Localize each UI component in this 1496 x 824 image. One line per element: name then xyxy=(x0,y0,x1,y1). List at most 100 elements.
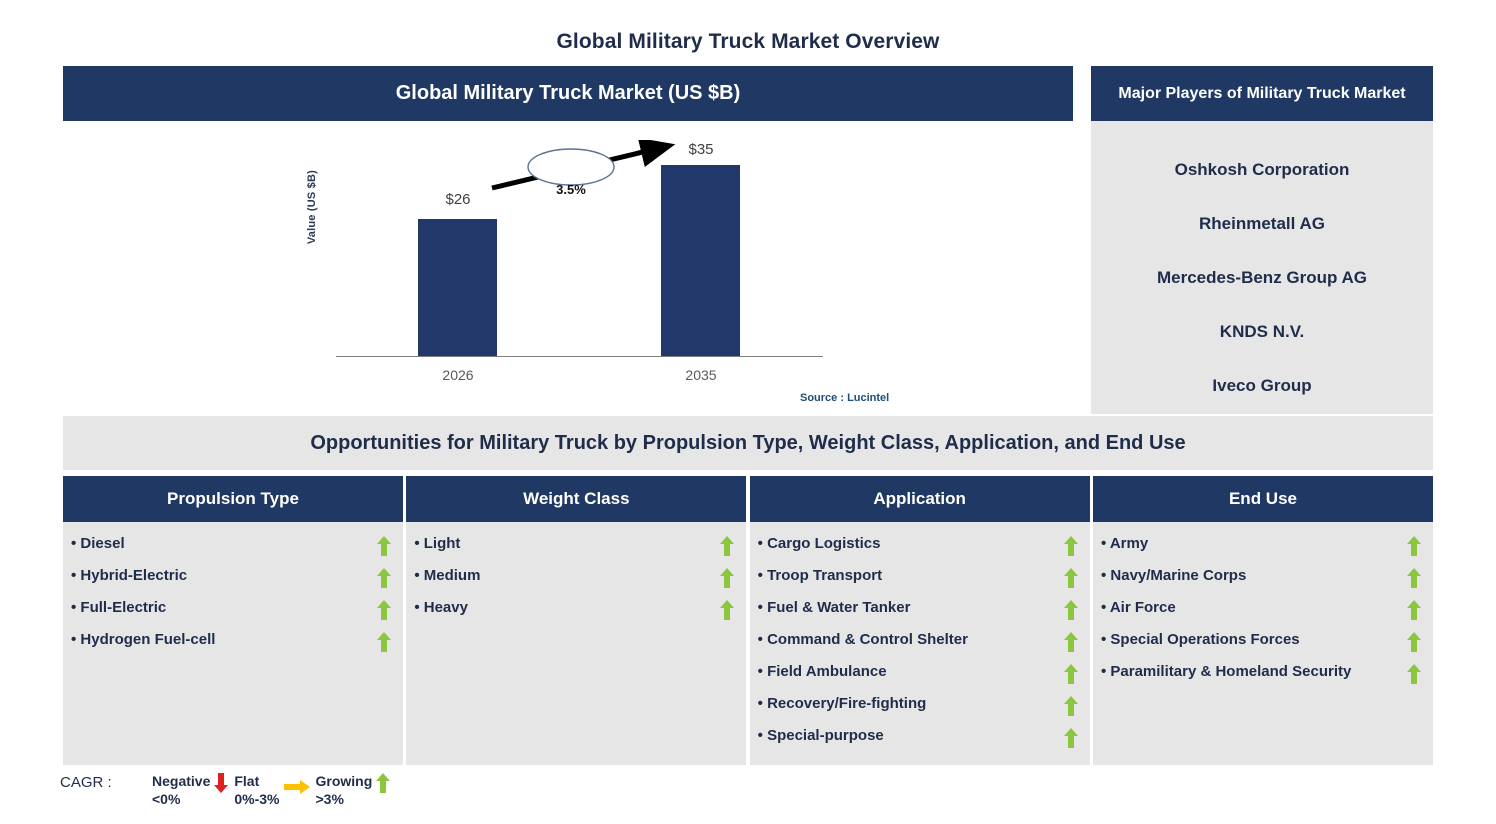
list-item: • Air Force xyxy=(1099,598,1421,625)
cagr-legend: CAGR : Negative <0% Flat 0%-3% Growing >3% xyxy=(60,772,490,817)
chart-panel-header: Global Military Truck Market (US $B) xyxy=(63,66,1073,121)
segment-column-header-label: End Use xyxy=(1228,489,1297,508)
cagr-legend-entry-name: Negative xyxy=(152,773,211,789)
segment-column-weight-class: Weight Class • Light • Medium • Heavy xyxy=(406,476,747,765)
major-players-title: Major Players of Military Truck Market xyxy=(1118,85,1406,102)
list-item: • Full-Electric xyxy=(69,598,391,625)
list-item: • Field Ambulance xyxy=(756,662,1078,689)
arrow-up-icon xyxy=(377,630,391,657)
chart-cagr-label: 3.5% xyxy=(556,182,586,197)
page-title: Global Military Truck Market Overview xyxy=(556,30,940,53)
arrow-up-icon xyxy=(1063,534,1078,561)
list-item: • Heavy xyxy=(412,598,735,625)
list-item: • Medium xyxy=(412,566,735,593)
chart-bar-2035 xyxy=(661,165,740,356)
list-item: • Troop Transport xyxy=(756,566,1078,593)
cagr-legend-entry-text: Flat 0%-3% xyxy=(234,772,279,808)
cagr-legend-entry-text: Growing >3% xyxy=(316,772,373,808)
arrow-down-icon xyxy=(214,772,229,798)
chart-bar-value-2035: $35 xyxy=(688,141,714,158)
segment-item-label: • Hydrogen Fuel-cell xyxy=(71,631,216,648)
chart-x-tick-2035: 2035 xyxy=(685,367,717,383)
segment-column-propulsion-type: Propulsion Type • Diesel • Hybrid-Electric… xyxy=(63,476,403,765)
cagr-legend-entry-name: Flat xyxy=(234,773,260,789)
list-item: Oshkosh Corporation xyxy=(1174,160,1350,179)
arrow-up-icon xyxy=(1063,598,1078,625)
opportunities-title: Opportunities for Military Truck by Prop… xyxy=(310,431,1186,454)
segment-item-label: • Command & Control Shelter xyxy=(757,631,968,648)
segment-columns: Propulsion Type • Diesel • Hybrid-Electric… xyxy=(63,476,1433,765)
cagr-legend-entry: Negative <0% xyxy=(152,772,234,808)
arrow-up-icon xyxy=(1063,662,1078,689)
segment-item-label: • Fuel & Water Tanker xyxy=(757,599,911,616)
arrow-up-icon xyxy=(1406,566,1421,593)
segment-column-header: Weight Class xyxy=(406,476,747,522)
list-item: • Navy/Marine Corps xyxy=(1099,566,1421,593)
segment-item-label: • Special-purpose xyxy=(757,727,884,744)
list-item: • Paramilitary & Homeland Security xyxy=(1099,662,1421,689)
segment-item-label: • Medium xyxy=(414,567,481,584)
arrow-up-icon xyxy=(720,534,735,561)
opportunities-banner: Opportunities for Military Truck by Prop… xyxy=(63,416,1433,470)
arrow-up-icon xyxy=(720,598,735,625)
cagr-legend-entry: Flat 0%-3% xyxy=(234,772,315,808)
chart-panel-title: Global Military Truck Market (US $B) xyxy=(395,82,741,104)
segment-item-label: • Troop Transport xyxy=(757,567,883,584)
chart-bar-value-2026: $26 xyxy=(445,191,471,208)
segment-item-label: • Recovery/Fire-fighting xyxy=(757,695,927,712)
arrow-up-icon xyxy=(1063,566,1078,593)
list-item: • Diesel xyxy=(69,534,391,561)
arrow-right-icon xyxy=(283,772,310,799)
major-players-header: Major Players of Military Truck Market xyxy=(1091,66,1433,121)
list-item: KNDS N.V. xyxy=(1219,322,1305,341)
segment-item-label: • Hybrid-Electric xyxy=(71,567,188,584)
arrow-up-icon xyxy=(1406,598,1421,625)
arrow-up-icon xyxy=(1063,630,1078,657)
chart-source-note: Source : Lucintel xyxy=(800,392,890,404)
list-item: Iveco Group xyxy=(1212,376,1312,395)
cagr-legend-entry-range: >3% xyxy=(315,791,344,807)
segment-item-label: • Cargo Logistics xyxy=(757,535,881,552)
list-item: • Command & Control Shelter xyxy=(756,630,1078,657)
major-players-list: Oshkosh Corporation Rheinmetall AG Merce… xyxy=(1091,121,1433,414)
segment-item-label: • Army xyxy=(1100,535,1149,552)
arrow-up-icon xyxy=(1406,630,1421,657)
cagr-legend-entry-name: Growing xyxy=(315,773,373,789)
cagr-legend-entry-text: Negative <0% xyxy=(152,772,210,808)
segment-column-body: • Diesel • Hybrid-Electric • Full-Electric… xyxy=(63,522,403,765)
cagr-legend-entry: Growing >3% xyxy=(316,772,397,808)
segment-item-label: • Paramilitary & Homeland Security xyxy=(1100,663,1352,680)
arrow-up-icon xyxy=(376,772,391,798)
segment-column-header: End Use xyxy=(1092,476,1433,522)
chart-bar-2026 xyxy=(418,219,497,356)
segment-item-label: • Special Operations Forces xyxy=(1100,631,1300,648)
list-item: • Special-purpose xyxy=(756,726,1078,753)
list-item: • Special Operations Forces xyxy=(1099,630,1421,657)
segment-column-header-label: Propulsion Type xyxy=(167,489,299,508)
segment-item-label: • Full-Electric xyxy=(71,599,167,616)
segment-column-end-use: End Use • Army • Navy/Marine Corps • Air Fo… xyxy=(1092,476,1433,765)
list-item: Mercedes-Benz Group AG xyxy=(1156,268,1368,287)
segment-column-body: • Army • Navy/Marine Corps • Air Force • Sp… xyxy=(1092,522,1433,765)
list-item: • Light xyxy=(412,534,735,561)
list-item: • Recovery/Fire-fighting xyxy=(756,694,1078,721)
cagr-legend-entry-range: 0%-3% xyxy=(234,791,280,807)
arrow-up-icon xyxy=(1063,726,1078,753)
list-item: • Army xyxy=(1099,534,1421,561)
list-item: • Hydrogen Fuel-cell xyxy=(69,630,391,657)
segment-column-header: Propulsion Type xyxy=(63,476,403,522)
chart-x-tick-2026: 2026 xyxy=(442,367,474,383)
arrow-up-icon xyxy=(1406,662,1421,689)
segment-column-header: Application xyxy=(749,476,1090,522)
segment-column-header-label: Application xyxy=(873,489,966,508)
arrow-up-icon xyxy=(377,534,391,561)
arrow-up-icon xyxy=(1406,534,1421,561)
segment-column-header-label: Weight Class xyxy=(523,489,630,508)
segment-item-label: • Navy/Marine Corps xyxy=(1100,567,1247,584)
list-item: • Cargo Logistics xyxy=(756,534,1078,561)
list-item: • Fuel & Water Tanker xyxy=(756,598,1078,625)
segment-item-label: • Air Force xyxy=(1100,599,1176,616)
list-item: Rheinmetall AG xyxy=(1199,214,1325,233)
arrow-up-icon xyxy=(1063,694,1078,721)
chart-y-axis-label: Value (US $B) xyxy=(306,170,318,245)
